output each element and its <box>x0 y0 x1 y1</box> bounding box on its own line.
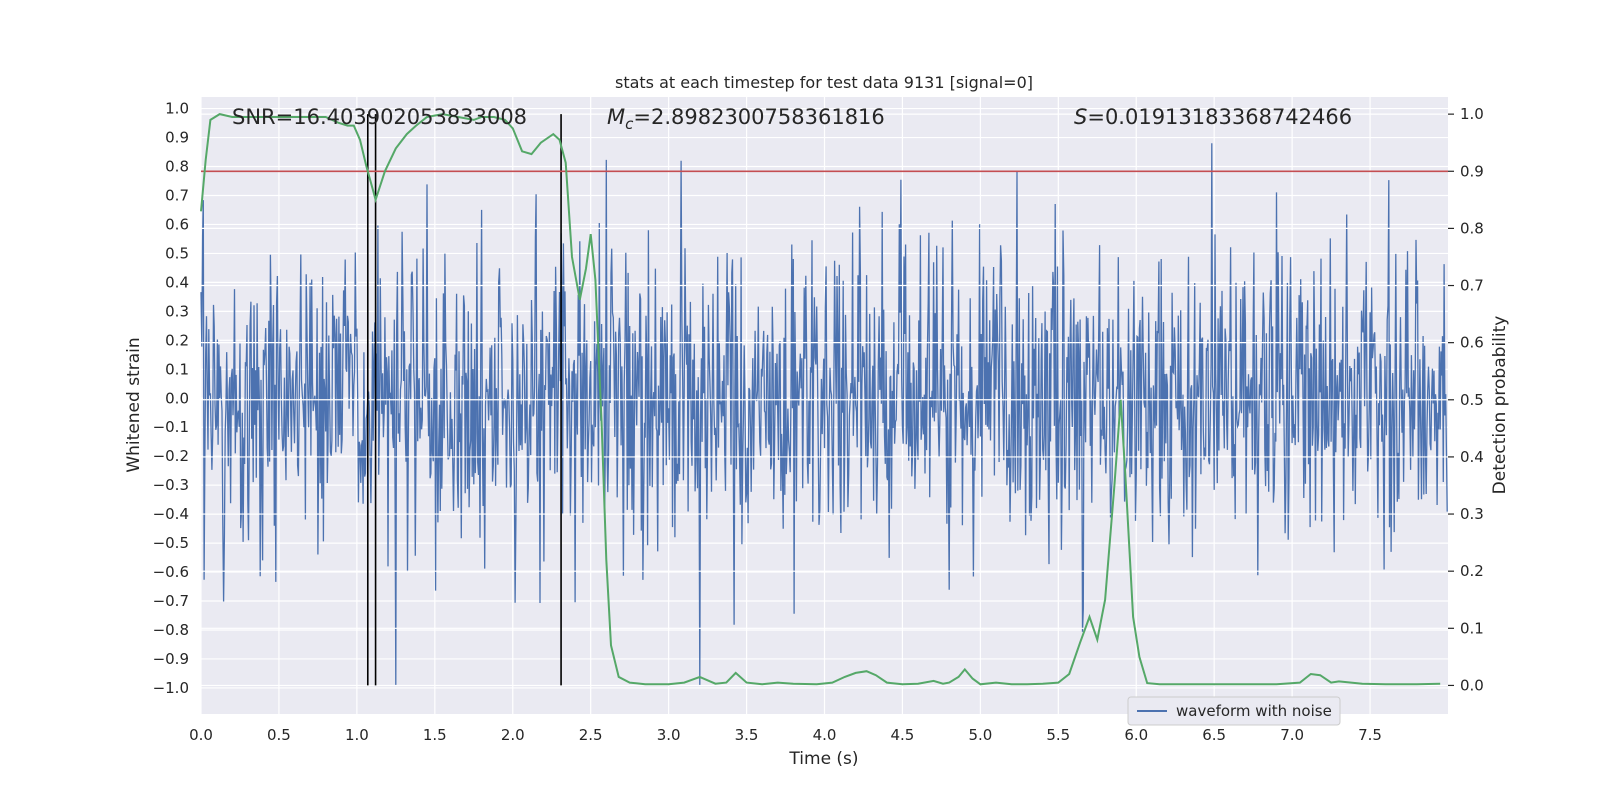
y-tick-label-left: 1.0 <box>165 100 189 118</box>
x-tick-label: 3.5 <box>735 726 759 744</box>
waveform-line <box>200 143 1448 686</box>
mc-value: =2.8982300758361816 <box>633 105 884 129</box>
x-tick-label: 2.0 <box>501 726 525 744</box>
y-axis-label-right: Detection probability <box>1490 316 1510 495</box>
y-tick-label-left: 0.0 <box>165 389 189 407</box>
y-tick-label-left: 0.2 <box>165 331 189 349</box>
y-tick-label-left: −0.3 <box>153 476 189 494</box>
y-tick-label-left: −1.0 <box>153 679 189 697</box>
detection-probability-line <box>200 113 1441 686</box>
x-tick-label: 0.0 <box>189 726 213 744</box>
y-ticks-left: 1.0 0.9 0.8 0.7 0.6 0.5 0.4 0.3 0.2 0.1 0.0 −0.1 −0.… <box>153 100 189 697</box>
y-tick-label-left: 0.6 <box>165 215 189 233</box>
x-tick-label: 7.5 <box>1358 726 1382 744</box>
x-tick-label: 3.0 <box>657 726 681 744</box>
x-tick-label: 7.0 <box>1280 726 1304 744</box>
chirp-mass-annotation: Mc=2.8982300758361816 <box>607 105 885 133</box>
x-tick-label: 1.5 <box>423 726 447 744</box>
y-tick-label-right: 0.8 <box>1460 219 1484 237</box>
y-tick-label-right: 0.6 <box>1460 334 1484 352</box>
s-symbol: S <box>1074 105 1087 129</box>
mc-symbol: M <box>607 105 625 129</box>
right-axis-grid <box>201 113 1448 687</box>
x-tick-label: 0.5 <box>267 726 291 744</box>
y-tick-label-right: 0.4 <box>1460 448 1484 466</box>
x-ticks: 0.0 0.5 1.0 1.5 2.0 2.5 3.0 3.5 4.0 4.5 5.0 5.5 6.0 6… <box>189 726 1382 744</box>
y-tick-label-right: 0.9 <box>1460 162 1484 180</box>
chart-title: stats at each timestep for test data 913… <box>615 73 1033 92</box>
legend-box <box>1127 696 1341 726</box>
legend-label-waveform: waveform with noise <box>1176 702 1332 720</box>
y-tick-label-left: −0.1 <box>153 418 189 436</box>
y-ticks-right: 1.0 0.9 0.8 0.7 0.6 0.5 0.4 0.3 0.2 0.1 0.0 <box>1448 105 1484 694</box>
y-tick-label-left: 0.3 <box>165 302 189 320</box>
x-tick-label: 5.0 <box>968 726 992 744</box>
y-tick-label-right: 0.7 <box>1460 277 1484 295</box>
x-tick-label: 5.5 <box>1046 726 1070 744</box>
x-tick-label: 6.5 <box>1202 726 1226 744</box>
y-tick-label-left: −0.8 <box>153 621 189 639</box>
y-tick-label-right: 1.0 <box>1460 105 1484 123</box>
x-tick-label: 4.5 <box>891 726 915 744</box>
y-tick-label-left: 0.7 <box>165 186 189 204</box>
y-tick-label-right: 0.1 <box>1460 619 1484 637</box>
s-value: =0.01913183368742466 <box>1087 105 1352 129</box>
y-tick-label-left: 0.9 <box>165 129 189 147</box>
vertical-markers <box>366 114 562 686</box>
mc-subscript: c <box>625 115 634 133</box>
waveform-series <box>200 143 1448 686</box>
x-axis-label: Time (s) <box>788 749 858 769</box>
y-tick-label-right: 0.5 <box>1460 391 1484 409</box>
x-tick-label: 1.0 <box>345 726 369 744</box>
y-tick-label-left: −0.9 <box>153 650 189 668</box>
y-tick-label-left: −0.7 <box>153 592 189 610</box>
x-tick-label: 2.5 <box>579 726 603 744</box>
y-axis-label-left: Whitened strain <box>124 337 144 472</box>
y-tick-label-left: 0.4 <box>165 273 189 291</box>
y-tick-label-right: 0.2 <box>1460 562 1484 580</box>
y-tick-label-right: 0.0 <box>1460 676 1484 694</box>
detection-probability-series <box>200 113 1441 686</box>
x-tick-label: 4.0 <box>813 726 837 744</box>
y-tick-label-left: 0.8 <box>165 158 189 176</box>
y-tick-label-left: −0.2 <box>153 447 189 465</box>
s-annotation: S=0.01913183368742466 <box>1074 105 1352 129</box>
y-tick-label-left: −0.6 <box>153 563 189 581</box>
x-tick-label: 6.0 <box>1124 726 1148 744</box>
y-tick-label-right: 0.3 <box>1460 505 1484 523</box>
y-tick-label-left: −0.5 <box>153 534 189 552</box>
legend: waveform with noise <box>1127 696 1341 726</box>
y-tick-label-left: 0.5 <box>165 244 189 262</box>
y-tick-label-left: 0.1 <box>165 360 189 378</box>
snr-annotation: SNR=16.403902053833008 <box>232 105 527 129</box>
y-tick-label-left: −0.4 <box>153 505 189 523</box>
